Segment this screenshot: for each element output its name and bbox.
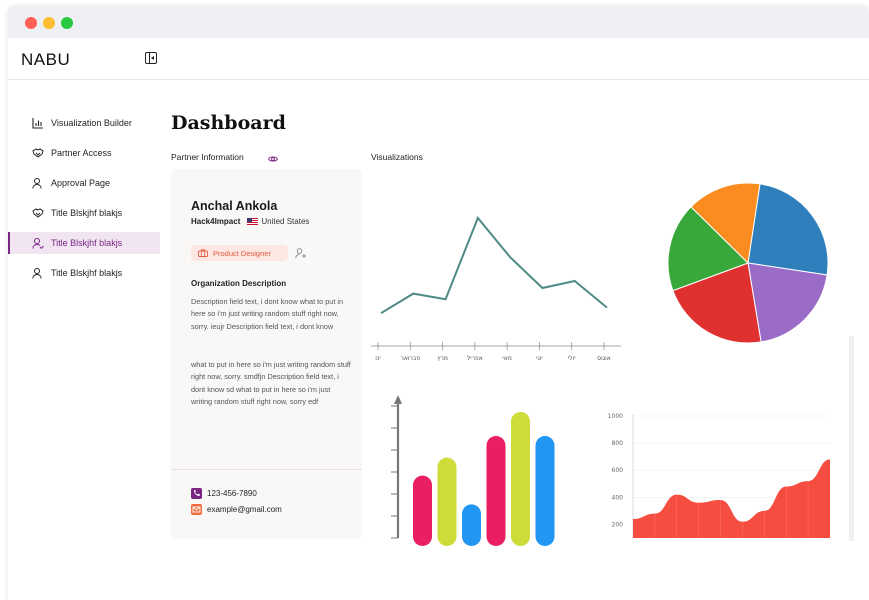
sidebar-item-partner-access[interactable]: Partner Access <box>8 142 160 164</box>
eye-icon[interactable] <box>268 155 278 163</box>
x-tick-label: ינו <box>375 355 380 362</box>
bar <box>486 436 506 546</box>
role-label: Product Designer <box>213 248 271 258</box>
bar <box>511 412 530 546</box>
sidebar-item-title-1[interactable]: Title Blskjhf blakjs <box>8 202 160 224</box>
area-chart: 200 400 600 800 1000 <box>608 413 830 538</box>
bar <box>535 436 555 546</box>
phone-icon <box>191 488 202 499</box>
scrollbar[interactable] <box>849 336 854 541</box>
country-name: United States <box>261 217 310 226</box>
y-tick-label: 400 <box>612 494 624 501</box>
sidebar-item-approval-page[interactable]: Approval Page <box>8 172 160 194</box>
y-tick-label: 1000 <box>608 413 623 420</box>
partner-card: Anchal Ankola Hack4Impact United States P… <box>171 169 362 539</box>
sidebar-item-label: Title Blskjhf blakjs <box>51 238 123 248</box>
handshake-icon <box>32 208 44 218</box>
y-axis-arrow <box>394 395 402 404</box>
pie-slice <box>690 182 761 265</box>
area-series <box>633 459 830 538</box>
y-tick-label: 200 <box>612 521 624 528</box>
x-tick-label: מרץ <box>437 355 448 362</box>
window-titlebar <box>8 6 869 38</box>
card-divider <box>171 469 362 470</box>
x-tick-label: אפריל <box>467 355 483 362</box>
visualizations-section-label: Visualizations <box>371 152 423 162</box>
bar-chart <box>391 395 555 546</box>
sidebar: Visualization Builder Partner Access App… <box>8 112 160 292</box>
phone-number[interactable]: 123-456-7890 <box>207 489 257 498</box>
x-tick-label: יולי <box>568 355 576 362</box>
partner-section-label: Partner Information <box>171 152 244 162</box>
sidebar-item-label: Title Blskjhf blakjs <box>51 208 123 218</box>
pie-slice <box>747 262 828 343</box>
bar <box>462 504 481 546</box>
description-paragraph: Description field text, i dont know what… <box>191 297 344 331</box>
phone-contact: 123-456-7890 <box>191 488 257 499</box>
sidebar-item-visualization-builder[interactable]: Visualization Builder <box>8 112 160 134</box>
bar <box>413 475 432 546</box>
page-title: Dashboard <box>171 112 286 134</box>
bar <box>437 457 457 546</box>
pie-chart <box>667 182 829 344</box>
sidebar-item-label: Approval Page <box>51 178 111 188</box>
y-tick-label: 600 <box>612 467 624 474</box>
close-window-button[interactable] <box>25 17 37 29</box>
organization-name: Hack4Impact <box>191 217 241 226</box>
line-chart: ינו פברואר מרץ אפריל מאי יוני יולי אוגוס <box>371 216 621 362</box>
app-window: NABU Visualization Builder Partner Acces… <box>8 6 869 600</box>
role-badge: Product Designer <box>191 245 288 261</box>
add-user-icon[interactable] <box>295 247 307 259</box>
x-tick-label: מאי <box>502 355 511 362</box>
user-icon <box>32 268 42 279</box>
sidebar-collapse-icon[interactable] <box>145 52 157 64</box>
user-check-icon <box>32 238 44 249</box>
us-flag-icon <box>247 218 259 225</box>
sidebar-item-title-2[interactable]: Title Blskjhf blakjs <box>8 232 160 254</box>
bar-chart-icon <box>32 118 43 129</box>
sidebar-item-label: Visualization Builder <box>51 118 132 128</box>
app-logo[interactable]: NABU <box>21 50 71 69</box>
x-tick-label: אוגוס <box>597 355 611 362</box>
briefcase-icon <box>198 249 208 257</box>
description-paragraph: what to put in here so i'm just writing … <box>191 360 351 407</box>
description-title: Organization Description <box>191 279 287 288</box>
sidebar-item-label: Title Blskjhf blakjs <box>51 268 123 278</box>
y-tick-label: 800 <box>612 440 624 447</box>
partner-name: Anchal Ankola <box>191 199 278 213</box>
handshake-icon <box>32 148 44 158</box>
x-tick-label: יוני <box>536 355 543 362</box>
user-icon <box>32 178 42 189</box>
mail-icon <box>191 504 202 515</box>
line-series <box>380 216 608 315</box>
email-contact: example@gmail.com <box>191 504 282 515</box>
pie-slice <box>667 206 749 292</box>
partner-org-line: Hack4Impact United States <box>191 217 309 226</box>
maximize-window-button[interactable] <box>61 17 73 29</box>
app-header: NABU <box>8 38 869 80</box>
email-address[interactable]: example@gmail.com <box>207 505 282 514</box>
x-tick-label: פברואר <box>400 355 420 362</box>
sidebar-item-title-3[interactable]: Title Blskjhf blakjs <box>8 262 160 284</box>
sidebar-item-label: Partner Access <box>51 148 112 158</box>
pie-slice <box>747 183 829 276</box>
minimize-window-button[interactable] <box>43 17 55 29</box>
